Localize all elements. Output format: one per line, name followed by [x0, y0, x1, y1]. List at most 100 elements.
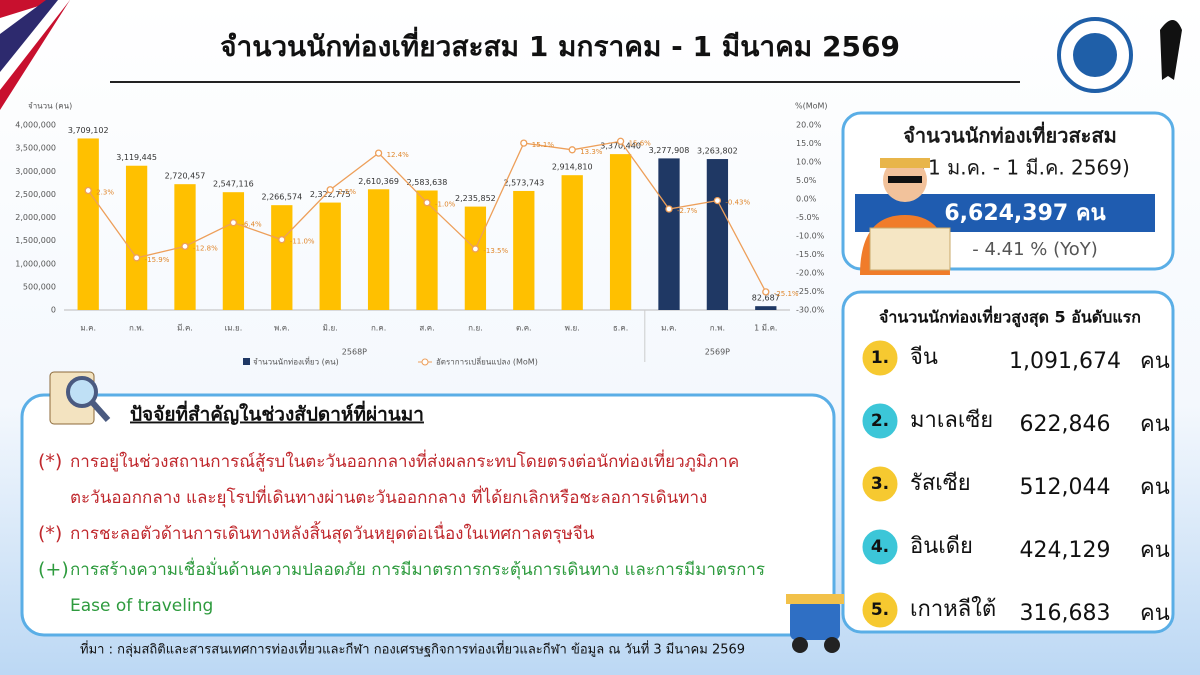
legend-label: อัตราการเปลี่ยนแปลง (MoM)	[436, 356, 538, 367]
mom-point	[229, 219, 238, 227]
y-tick-label: 500,000	[23, 282, 56, 291]
x-tick-label: มิ.ย.	[323, 324, 338, 333]
tuktuk-illustration	[786, 594, 844, 653]
x-tick-label: ส.ค.	[419, 324, 434, 333]
summary-period: (1 ม.ค. - 1 มี.ค. 2569)	[920, 156, 1130, 180]
rank-badge	[859, 526, 901, 568]
x-tick-label: ม.ค.	[661, 324, 677, 333]
mom-value-label: -1.0%	[435, 201, 456, 209]
y2-tick-label: -30.0%	[796, 306, 825, 315]
tourist-illustration	[860, 158, 951, 275]
y2-tick-label: 5.0%	[796, 176, 817, 185]
y2-tick-label: 0.0%	[796, 195, 817, 204]
bar-value-label: 82,687	[752, 294, 780, 303]
bar-value-label: 2,914,810	[552, 163, 593, 172]
x-tick-label: มี.ค.	[177, 324, 193, 333]
y-axis-title: จำนวน (คน)	[28, 102, 72, 111]
factor-marker: (*)	[38, 451, 62, 473]
legend-label: จำนวนนักท่องเที่ยว (คน)	[253, 356, 339, 367]
bar-value-label: 2,583,638	[407, 178, 448, 187]
summary-yoy: - 4.41 % (YoY)	[972, 239, 1098, 260]
mom-point	[181, 242, 189, 251]
legend-swatch	[421, 358, 429, 366]
bar	[367, 189, 390, 310]
bar	[416, 190, 438, 310]
mom-point	[374, 149, 383, 157]
country-name: เกาหลีใต้	[910, 596, 996, 622]
bar-value-label: 3,119,445	[116, 153, 157, 162]
bar	[222, 192, 245, 310]
mom-value-label: -11.0%	[290, 238, 315, 246]
x-tick-label: ก.พ.	[129, 324, 144, 333]
bar	[755, 306, 777, 310]
mom-value-label: -25.1%	[774, 290, 799, 298]
magnifier-icon	[49, 371, 111, 425]
mom-value-label: -6.4%	[241, 221, 262, 229]
country-value: 316,683	[1020, 601, 1111, 626]
group-label: 2568P	[342, 348, 367, 357]
mom-value-label: -13.5%	[483, 247, 508, 255]
source-note: ที่มา : กลุ่มสถิติและสารสนเทศการท่องเที่…	[80, 641, 745, 658]
x-tick-label: 1 มี.ค.	[754, 324, 777, 333]
rank-number: 1.	[871, 348, 889, 368]
factor-text: การสร้างความเชื่อมั่นด้านความปลอดภัย การ…	[70, 557, 765, 580]
flag	[0, 0, 70, 110]
mom-point	[84, 186, 92, 195]
factors-heading: ปัจจัยที่สำคัญในช่วงสัปดาห์ที่ผ่านมา	[130, 401, 424, 426]
mom-value-label: 15.1%	[532, 141, 555, 149]
y-tick-label: 2,000,000	[15, 213, 56, 222]
x-tick-label: พ.ย.	[565, 324, 580, 333]
x-tick-label: ก.พ.	[710, 324, 725, 333]
mom-value-label: 2.3%	[96, 188, 114, 196]
page-title: จำนวนนักท่องเที่ยวสะสม 1 มกราคม - 1 มีนา…	[220, 26, 900, 63]
x-tick-label: พ.ค.	[274, 324, 290, 333]
y2-tick-label: -5.0%	[796, 213, 820, 222]
factor-text: Ease of traveling	[70, 596, 213, 616]
bar	[609, 154, 632, 310]
rank-badge	[859, 400, 901, 442]
y2-tick-label: 10.0%	[796, 158, 822, 167]
y2-tick-label: 20.0%	[796, 121, 822, 130]
top5-heading: จำนวนนักท่องเที่ยวสูงสุด 5 อันดับแรก	[879, 306, 1141, 329]
country-name: จีน	[910, 345, 938, 370]
bar	[125, 165, 148, 310]
factor-marker: (*)	[38, 523, 62, 545]
factor-text: การชะลอตัวด้านการเดินทางหลังสิ้นสุดวันหย…	[70, 521, 595, 544]
rank-number: 5.	[871, 600, 889, 620]
y2-axis-title: %(MoM)	[795, 102, 828, 111]
bar	[658, 158, 680, 310]
y2-tick-label: -10.0%	[796, 232, 825, 241]
mom-point	[132, 254, 141, 262]
factors-list: (*) การอยู่ในช่วงสถานการณ์สู้รบในตะวันออก…	[38, 449, 765, 616]
mom-point	[471, 245, 480, 253]
country-unit: คน	[1140, 601, 1170, 626]
mom-point	[568, 146, 576, 154]
rank-badge	[859, 337, 901, 379]
rank-number: 4.	[871, 537, 889, 557]
factor-text: ตะวันออกกลาง และยุโรปที่เดินทางผ่านตะวัน…	[70, 485, 707, 508]
bar	[319, 202, 341, 310]
mom-point	[616, 137, 625, 145]
y-tick-label: 3,000,000	[15, 167, 56, 176]
y-tick-label: 1,000,000	[15, 259, 56, 268]
mom-value-label: -15.9%	[145, 256, 170, 264]
top5-panel	[841, 290, 1175, 634]
x-tick-label: เม.ย.	[225, 324, 243, 333]
mom-point	[762, 288, 770, 296]
bar-value-label: 2,235,852	[455, 194, 496, 203]
rank-badge	[859, 589, 901, 631]
country-value: 1,091,674	[1009, 349, 1121, 374]
mom-value-label: 15.6%	[629, 139, 652, 147]
bar	[513, 190, 535, 310]
x-tick-label: ต.ค.	[516, 324, 532, 333]
bar	[77, 138, 99, 310]
mom-value-label: 2.5%	[338, 188, 356, 196]
country-name: มาเลเซีย	[910, 408, 993, 433]
factor-marker: (+)	[38, 559, 69, 581]
bar	[706, 159, 729, 310]
mom-value-label: 12.4%	[387, 151, 410, 159]
mom-value-label: 13.3%	[580, 148, 603, 156]
summary-heading: จำนวนนักท่องเที่ยวสะสม	[903, 121, 1117, 148]
group-label: 2569P	[705, 348, 730, 357]
x-tick-label: ม.ค.	[80, 324, 96, 333]
